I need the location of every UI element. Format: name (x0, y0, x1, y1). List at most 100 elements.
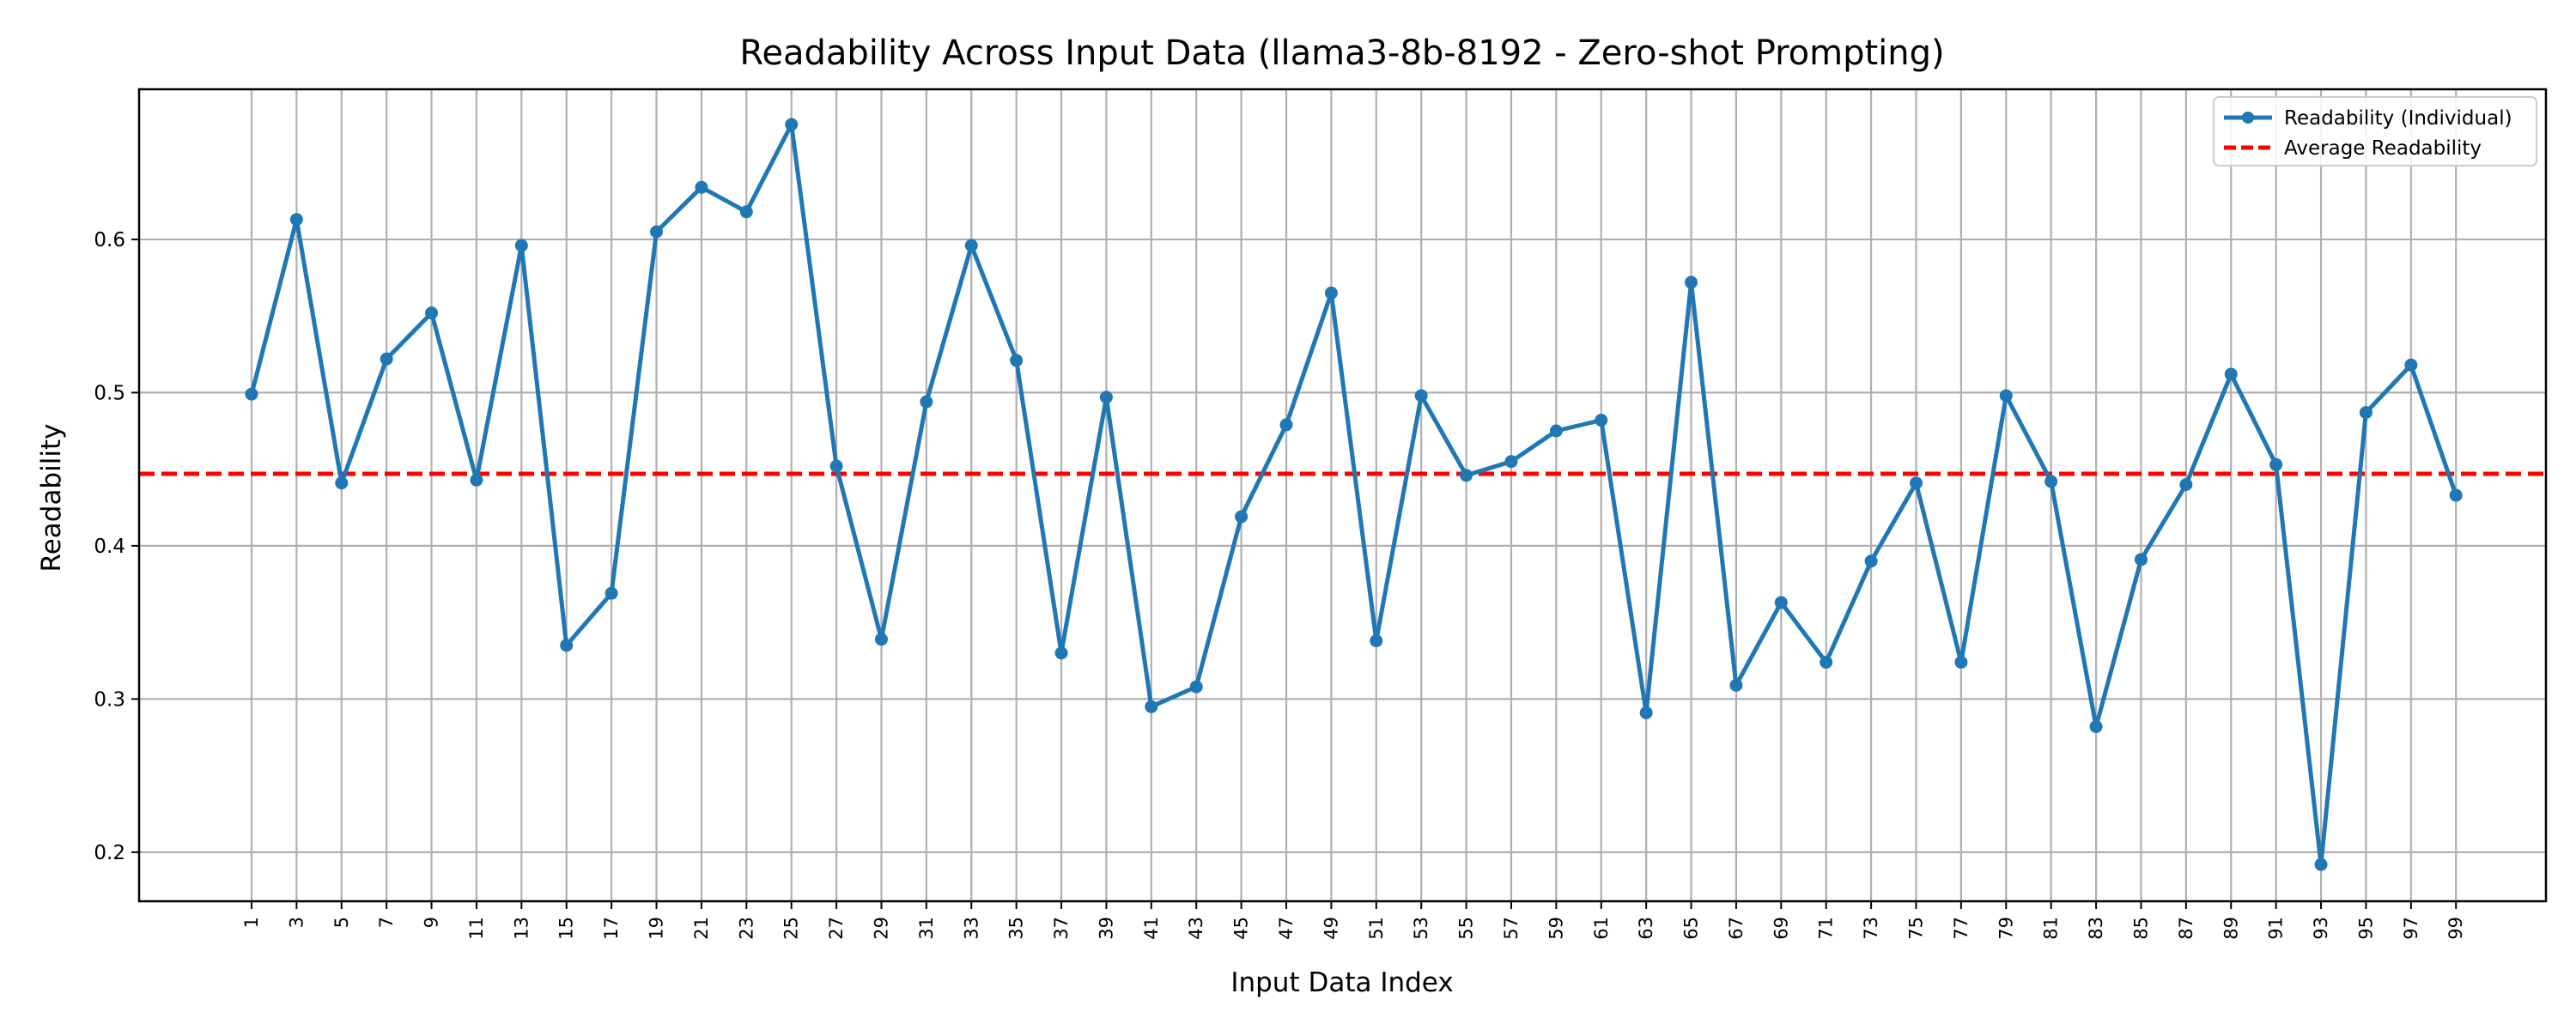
chart-title: Readability Across Input Data (llama3-8b… (739, 33, 1944, 73)
y-tick-label: 0.5 (94, 382, 125, 404)
x-tick-label: 97 (2401, 917, 2421, 940)
data-point (964, 239, 978, 252)
x-tick-label: 25 (781, 917, 802, 940)
x-tick-label: 13 (511, 917, 532, 940)
x-tick-label: 53 (1411, 917, 1431, 940)
data-point (1010, 354, 1024, 367)
data-point (1414, 389, 1428, 403)
x-tick-label: 21 (691, 917, 712, 940)
legend-box (2213, 96, 2537, 167)
x-tick-label: 33 (961, 917, 981, 940)
y-axis-label: Readability (36, 424, 67, 573)
x-tick-label: 59 (1546, 917, 1566, 940)
data-point (2224, 367, 2238, 381)
x-tick-label: 1 (241, 917, 262, 928)
x-tick-label: 31 (916, 917, 937, 940)
x-tick-label: 43 (1186, 917, 1206, 940)
y-tick-label: 0.2 (94, 842, 125, 864)
data-point (380, 352, 393, 366)
legend-entry-label: Readability (Individual) (2284, 107, 2512, 130)
data-point (2269, 457, 2283, 471)
data-point (1279, 418, 1293, 432)
data-point (2404, 358, 2418, 372)
data-point (1370, 634, 1383, 648)
series-layer (245, 118, 2463, 871)
data-point (1999, 389, 2013, 403)
data-point (1189, 680, 1203, 694)
x-tick-label: 15 (556, 917, 577, 940)
data-point (2449, 488, 2463, 502)
data-point (874, 633, 888, 646)
data-point (514, 239, 528, 252)
data-point (245, 387, 258, 401)
x-tick-label: 49 (1321, 917, 1341, 940)
data-point (1235, 510, 1249, 524)
data-point (1595, 414, 1608, 427)
x-tick-label: 93 (2311, 917, 2331, 940)
x-tick-label: 89 (2221, 917, 2241, 940)
x-tick-label: 61 (1591, 917, 1612, 940)
x-tick-label: 75 (1906, 917, 1927, 940)
data-point (1954, 656, 1968, 670)
x-tick-label: 69 (1771, 917, 1791, 940)
x-tick-label: 91 (2266, 917, 2287, 940)
data-point (785, 118, 799, 131)
grid-layer (139, 89, 2546, 901)
x-tick-label: 85 (2130, 917, 2151, 940)
x-tick-label: 73 (1861, 917, 1881, 940)
data-point (920, 395, 933, 409)
x-tick-label: 35 (1006, 917, 1027, 940)
x-tick-label: 99 (2445, 917, 2466, 940)
data-point (1685, 276, 1698, 289)
series-line (249, 122, 2458, 867)
data-point (2089, 720, 2103, 734)
y-tick-label: 0.4 (94, 536, 125, 558)
data-point (1639, 706, 1653, 719)
data-point (289, 213, 303, 227)
x-tick-label: 9 (422, 917, 442, 928)
data-point (1729, 678, 1743, 692)
x-tick-label: 95 (2355, 917, 2376, 940)
y-axis-ticks: 0.2 0.3 0.4 0.5 0.6 (94, 229, 139, 864)
data-point (1145, 700, 1158, 713)
data-point (605, 586, 618, 600)
x-tick-label: 17 (601, 917, 622, 940)
x-tick-label: 45 (1231, 917, 1252, 940)
x-tick-label: 83 (2086, 917, 2106, 940)
data-point (1864, 554, 1878, 568)
data-point (2359, 406, 2372, 420)
x-tick-label: 57 (1501, 917, 1522, 940)
x-tick-label: 19 (647, 917, 667, 940)
data-point (2314, 857, 2328, 871)
x-tick-label: 63 (1636, 917, 1656, 940)
x-tick-label: 3 (286, 917, 307, 928)
data-point (1549, 424, 1563, 438)
x-tick-label: 87 (2176, 917, 2196, 940)
x-tick-label: 39 (1096, 917, 1116, 940)
x-tick-label: 41 (1141, 917, 1162, 940)
x-tick-label: 5 (331, 917, 352, 928)
data-point (1054, 646, 1068, 660)
x-tick-label: 23 (736, 917, 756, 940)
y-tick-label: 0.3 (94, 688, 125, 711)
x-axis-label: Input Data Index (1230, 967, 1453, 998)
x-tick-label: 29 (871, 917, 891, 940)
x-tick-label: 37 (1051, 917, 1072, 940)
data-point (2134, 553, 2148, 566)
data-point (2179, 478, 2193, 492)
x-tick-label: 27 (826, 917, 847, 940)
x-tick-label: 67 (1726, 917, 1747, 940)
data-point (1910, 476, 1923, 490)
x-tick-label: 7 (376, 917, 397, 928)
x-axis-ticks: 1 3 5 7 9 11 13 15 17 19 21 23 25 27 29 31 33 35 37 39 41 43 4… (241, 901, 2466, 940)
data-point (1099, 391, 1113, 404)
data-point (650, 225, 664, 239)
x-tick-label: 47 (1276, 917, 1297, 940)
x-tick-label: 71 (1816, 917, 1837, 940)
data-point (1504, 455, 1518, 469)
data-point (1820, 656, 1833, 670)
data-point (335, 476, 349, 490)
legend: Readability (Individual) Average Readabil… (2213, 96, 2537, 167)
